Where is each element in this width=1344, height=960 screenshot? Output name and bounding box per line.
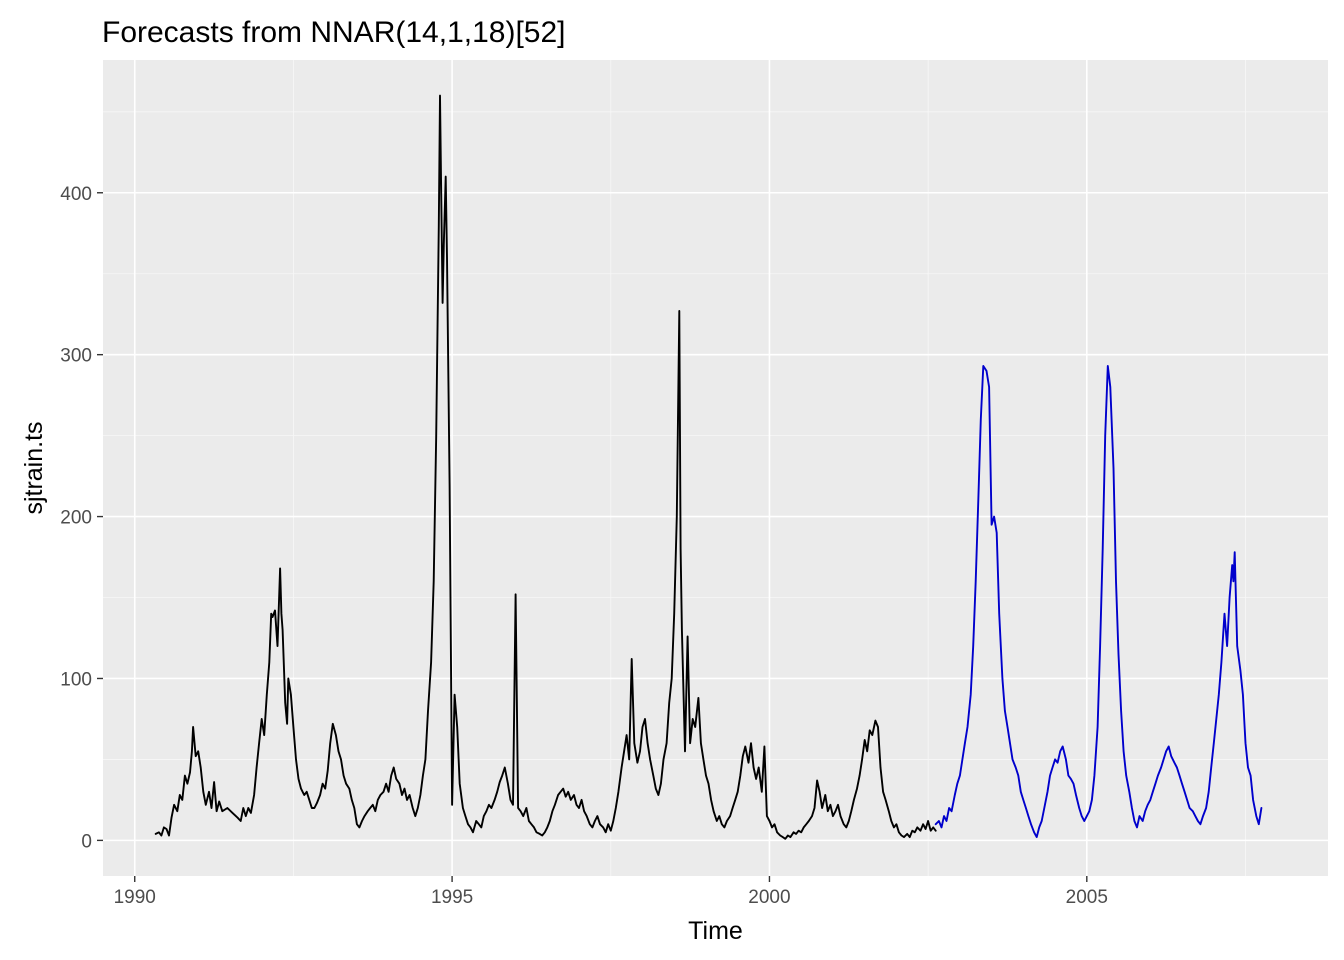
x-axis-title: Time: [688, 917, 743, 945]
y-tick-label: 400: [60, 184, 92, 205]
y-axis-title: sjtrain.ts: [20, 421, 48, 514]
y-tick-label: 200: [60, 508, 92, 529]
x-tick-label: 1995: [431, 887, 473, 908]
y-tick-label: 0: [81, 831, 92, 852]
y-tick-label: 100: [60, 669, 92, 690]
observed-series-line: [154, 94, 937, 840]
plot-panel: [103, 60, 1328, 876]
chart-title: Forecasts from NNAR(14,1,18)[52]: [102, 16, 566, 49]
x-tick-label: 2005: [1066, 887, 1108, 908]
axes: 1990 1995 2000 2005 0 100 200 300 400: [60, 184, 1108, 908]
forecast-series-line: [934, 365, 1263, 839]
x-tick-label: 1990: [114, 887, 156, 908]
y-tick-label: 300: [60, 346, 92, 367]
series-layer: [154, 94, 1263, 840]
gridlines: [103, 60, 1328, 876]
x-tick-label: 2000: [748, 887, 790, 908]
